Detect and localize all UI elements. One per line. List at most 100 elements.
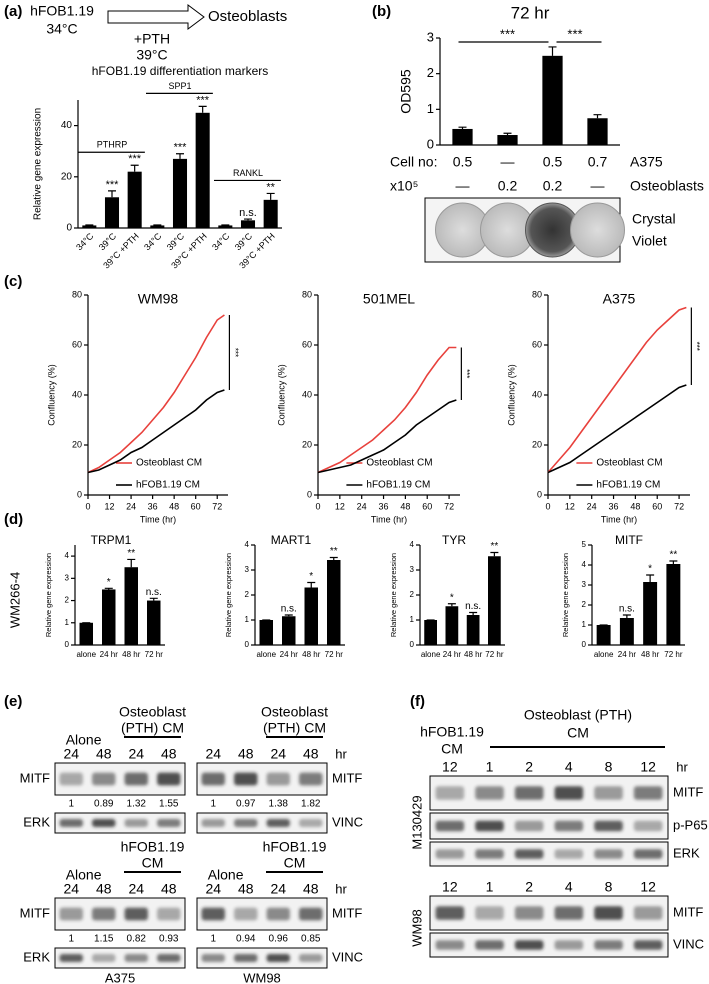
blot-strip xyxy=(196,812,328,834)
significance-label: ** xyxy=(330,546,338,557)
cell-line-label: M130429 xyxy=(409,795,424,849)
y-tick-label: 20 xyxy=(532,439,542,449)
y-tick-label: 1 xyxy=(245,615,250,624)
y-tick-label: 40 xyxy=(61,120,73,131)
x-tick-label: 60 xyxy=(191,501,201,511)
blot-band xyxy=(266,772,290,786)
bar xyxy=(587,118,608,145)
blot-band xyxy=(124,907,148,921)
schematic-arrow xyxy=(107,4,205,30)
chart-title: WM98 xyxy=(138,291,179,307)
bar xyxy=(104,197,120,228)
blot-band xyxy=(201,954,225,962)
row-label: MITF xyxy=(673,784,703,799)
y-tick-label: 1 xyxy=(582,620,587,629)
error-bar xyxy=(490,551,499,557)
lane-label: 48 xyxy=(96,881,112,897)
blot-band xyxy=(157,907,181,921)
blot-band xyxy=(201,907,225,921)
unit-label: hr xyxy=(335,881,347,896)
bar xyxy=(259,620,273,645)
lane-label: 24 xyxy=(63,746,79,762)
quantification: 0.89 xyxy=(94,799,114,810)
group-label: SPP1 xyxy=(168,81,191,91)
x-tick-label: alone xyxy=(76,650,96,659)
error-bar xyxy=(548,46,557,56)
blot-band xyxy=(124,819,148,827)
lane-label: 48 xyxy=(238,746,254,762)
lane-label: 48 xyxy=(161,881,177,897)
cell-line-label: WM98 xyxy=(409,909,424,947)
quantification: 1.82 xyxy=(301,799,321,810)
blot-band xyxy=(234,954,258,962)
lane-label: 24 xyxy=(205,881,221,897)
x-tick-label: 24 hr xyxy=(618,650,637,659)
blot-band xyxy=(299,772,323,786)
control-label: Alone xyxy=(66,732,102,748)
blot-band xyxy=(435,786,465,800)
row-label: MITF xyxy=(673,904,703,919)
bar xyxy=(424,620,437,645)
blot-band xyxy=(554,786,584,800)
row-label: ERK xyxy=(673,845,700,860)
significance-label: *** xyxy=(692,342,701,351)
blot-band xyxy=(554,849,584,859)
y-tick-label: 0 xyxy=(537,489,542,499)
schematic-end: Osteoblasts xyxy=(208,8,287,25)
error-bar xyxy=(669,560,678,564)
y-tick-label: 20 xyxy=(72,439,82,449)
lane-label: 24 xyxy=(63,881,79,897)
significance-label: *** xyxy=(106,179,120,191)
x-tick-label: alone xyxy=(256,650,276,659)
chart-title: TRPM1 xyxy=(91,533,132,547)
bar xyxy=(147,600,161,645)
lane-label: 24 xyxy=(128,746,144,762)
y-tick-label: 0 xyxy=(77,489,82,499)
well xyxy=(570,202,625,258)
blot-strip xyxy=(54,947,186,969)
y-axis-label: Relative gene expression xyxy=(44,553,53,637)
legend-label: hFOB1.19 CM xyxy=(366,480,430,491)
lane-label: 48 xyxy=(303,746,319,762)
error-bar xyxy=(329,556,338,560)
bar xyxy=(327,560,341,645)
quantification: 1 xyxy=(210,934,216,945)
schematic-start: hFOB1.19 xyxy=(30,3,94,19)
significance-label: ** xyxy=(266,181,275,193)
blot-strip xyxy=(429,775,669,811)
y-tick-label: 0 xyxy=(66,223,72,234)
chart-title: hFOB1.19 differentiation markers xyxy=(92,64,269,78)
blot-band xyxy=(475,906,504,920)
bar xyxy=(124,567,138,645)
quantification: 0.82 xyxy=(127,934,147,945)
y-tick-label: 0 xyxy=(65,640,70,649)
significance-label: n.s. xyxy=(465,601,481,612)
quantification: 1.15 xyxy=(94,934,114,945)
error-bar xyxy=(198,105,207,113)
error-bar xyxy=(469,611,478,615)
series-line xyxy=(547,306,687,474)
lane-label: 24 xyxy=(270,746,286,762)
quantification: 1.32 xyxy=(127,799,147,810)
panel-label: (b) xyxy=(372,3,391,20)
blot-band xyxy=(266,819,290,827)
treatment-label: Osteoblast xyxy=(119,704,186,720)
blot-band xyxy=(633,906,663,920)
y-tick-label: 60 xyxy=(72,339,82,349)
cell-line-label: WM98 xyxy=(243,970,281,984)
row-label: ERK xyxy=(23,949,50,964)
table-cell: 0.2 xyxy=(543,178,563,194)
treatment-label: Osteoblast xyxy=(261,704,328,720)
row-label: MITF xyxy=(332,770,362,785)
x-tick-label: 0 xyxy=(545,501,550,511)
control-label: CM xyxy=(441,741,463,757)
bar xyxy=(488,556,501,645)
comparison-label: *** xyxy=(500,26,515,41)
x-tick-label: 72 hr xyxy=(145,650,164,659)
chart-title: MITF xyxy=(615,533,643,547)
error-bar xyxy=(284,614,293,617)
blot-band xyxy=(554,940,584,950)
y-tick-label: 0 xyxy=(582,640,587,649)
cell-line-label: A375 xyxy=(105,970,135,984)
significance-label: n.s. xyxy=(239,207,257,219)
